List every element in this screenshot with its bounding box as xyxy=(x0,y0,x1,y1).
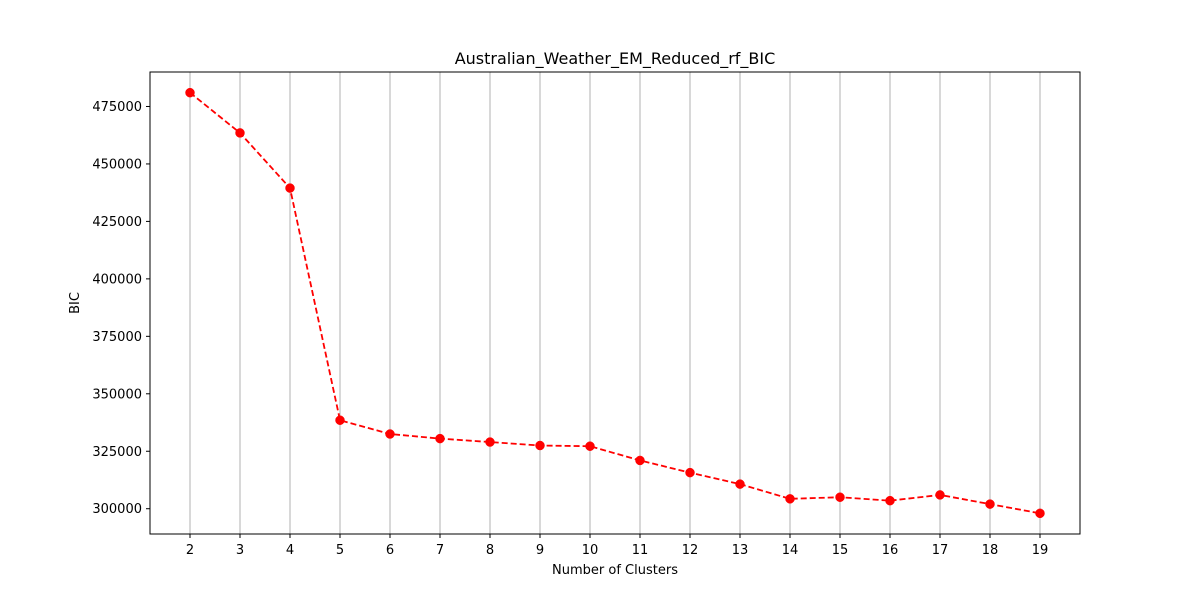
y-tick-label: 450000 xyxy=(92,157,142,172)
y-tick-label: 350000 xyxy=(92,387,142,402)
data-point xyxy=(185,87,195,98)
x-tick-label: 9 xyxy=(536,543,544,558)
x-tick-label: 8 xyxy=(486,543,494,558)
chart-title: Australian_Weather_EM_Reduced_rf_BIC xyxy=(455,49,776,69)
data-point xyxy=(385,429,395,439)
x-tick-label: 15 xyxy=(832,543,849,558)
data-point xyxy=(835,492,845,502)
y-tick-label: 325000 xyxy=(92,445,142,460)
data-point xyxy=(885,495,895,506)
x-tick-label: 10 xyxy=(582,543,599,558)
y-tick-label: 300000 xyxy=(92,502,142,517)
data-point xyxy=(735,479,745,489)
data-point xyxy=(935,490,945,500)
data-point xyxy=(435,433,445,444)
plot-area-frame xyxy=(149,71,1081,535)
gridlines xyxy=(189,72,1041,534)
data-point xyxy=(485,437,495,447)
x-tick-label: 18 xyxy=(982,543,999,558)
data-point xyxy=(685,467,695,478)
data-point xyxy=(785,494,795,504)
x-tick-label: 13 xyxy=(732,543,749,558)
x-tick-label: 7 xyxy=(436,543,444,558)
data-point xyxy=(585,441,595,451)
x-tick-label: 14 xyxy=(782,543,799,558)
data-point xyxy=(335,415,345,425)
data-point xyxy=(535,440,545,451)
x-tick-label: 4 xyxy=(286,543,294,558)
x-tick-label: 17 xyxy=(932,543,949,558)
x-tick-label: 16 xyxy=(882,543,899,558)
x-tick-label: 19 xyxy=(1032,543,1049,558)
y-axis-label: BIC xyxy=(68,292,83,314)
x-tick-label: 2 xyxy=(186,543,194,558)
x-tick-label: 12 xyxy=(682,543,699,558)
x-axis-label: Number of Clusters xyxy=(552,563,678,578)
series-layer xyxy=(185,87,1045,519)
data-point xyxy=(285,183,295,193)
y-tick-label: 375000 xyxy=(92,330,142,345)
x-tick-label: 3 xyxy=(236,543,244,558)
series-line xyxy=(189,91,1041,515)
data-point xyxy=(635,455,645,466)
y-tick-label: 400000 xyxy=(92,272,142,287)
data-point xyxy=(1035,508,1045,519)
y-axis-ticks: 300000 325000 350000 375000 400000 425000 4500… xyxy=(92,100,150,517)
x-tick-label: 6 xyxy=(386,543,394,558)
data-point xyxy=(235,128,245,138)
y-tick-label: 425000 xyxy=(92,215,142,230)
x-tick-label: 11 xyxy=(632,543,649,558)
data-point xyxy=(985,499,995,509)
y-tick-label: 475000 xyxy=(92,100,142,115)
x-axis-ticks: 2 3 4 5 6 7 8 9 10 11 12 13 14 15 16 17 18 19 xyxy=(186,534,1048,558)
x-tick-label: 5 xyxy=(336,543,344,558)
